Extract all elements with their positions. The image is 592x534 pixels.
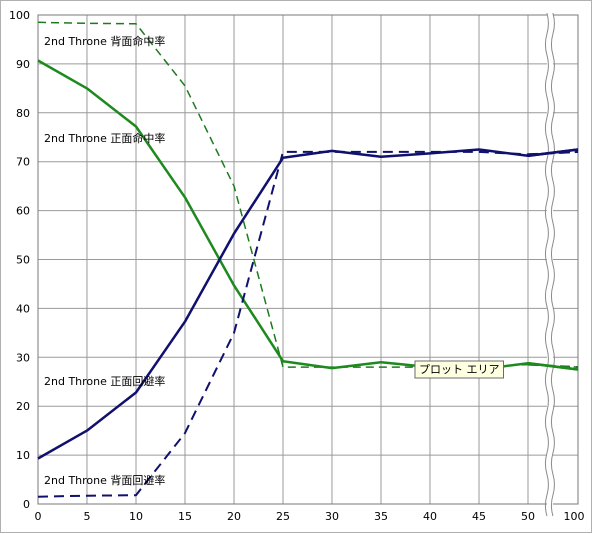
y-tick-label: 100 [9, 9, 30, 22]
x-tick-label: 100 [564, 510, 585, 523]
y-axis-ticks: 0 10 20 30 40 50 60 70 80 90 100 [9, 9, 30, 511]
series-label-3: 2nd Throne 正面回避率 [44, 374, 165, 388]
series-label-4: 2nd Throne 背面回避率 [44, 473, 165, 487]
axis-break-wave [550, 12, 555, 517]
plot-area[interactable] [37, 14, 579, 505]
y-tick-label: 90 [16, 58, 30, 71]
axis-break [544, 12, 555, 517]
series-line-2-tail [527, 361, 579, 371]
series-line-4[interactable] [37, 150, 579, 498]
axis-break-mask [546, 13, 553, 516]
x-tick-label: 40 [423, 510, 437, 523]
x-tick-label: 30 [325, 510, 339, 523]
series-line-4-tail [527, 150, 579, 156]
series-line-2[interactable] [37, 59, 579, 371]
grid [37, 14, 579, 505]
x-tick-label: 10 [129, 510, 143, 523]
series-label-2: 2nd Throne 正面命中率 [44, 131, 165, 145]
y-tick-label: 80 [16, 107, 30, 120]
x-tick-label: 0 [35, 510, 42, 523]
x-tick-label: 50 [521, 510, 535, 523]
y-tick-label: 40 [16, 302, 30, 315]
x-axis-ticks: 0 5 10 15 20 25 30 35 40 45 50 100 [35, 510, 585, 523]
plot-area-tooltip: プロット エリア [414, 360, 504, 379]
tooltip-text: プロット エリア [419, 363, 500, 376]
x-tick-label: 25 [276, 510, 290, 523]
y-tick-label: 50 [16, 254, 30, 267]
x-tick-label: 35 [374, 510, 388, 523]
x-tick-label: 15 [178, 510, 192, 523]
tooltip-box [414, 360, 504, 379]
x-tick-label: 45 [472, 510, 486, 523]
x-tick-label: 20 [227, 510, 241, 523]
y-tick-label: 70 [16, 156, 30, 169]
y-tick-label: 30 [16, 351, 30, 364]
series-line-1[interactable] [37, 21, 579, 368]
x-tick-label: 5 [83, 510, 90, 523]
y-tick-label: 20 [16, 400, 30, 413]
y-tick-label: 60 [16, 205, 30, 218]
y-tick-label: 0 [23, 498, 30, 511]
series-line-3[interactable] [37, 148, 579, 460]
series-label-1: 2nd Throne 背面命中率 [44, 34, 165, 48]
y-tick-label: 10 [16, 449, 30, 462]
series-labels: 2nd Throne 背面命中率 2nd Throne 正面命中率 2nd Thro… [44, 34, 165, 487]
axis-break-wave [544, 12, 549, 517]
